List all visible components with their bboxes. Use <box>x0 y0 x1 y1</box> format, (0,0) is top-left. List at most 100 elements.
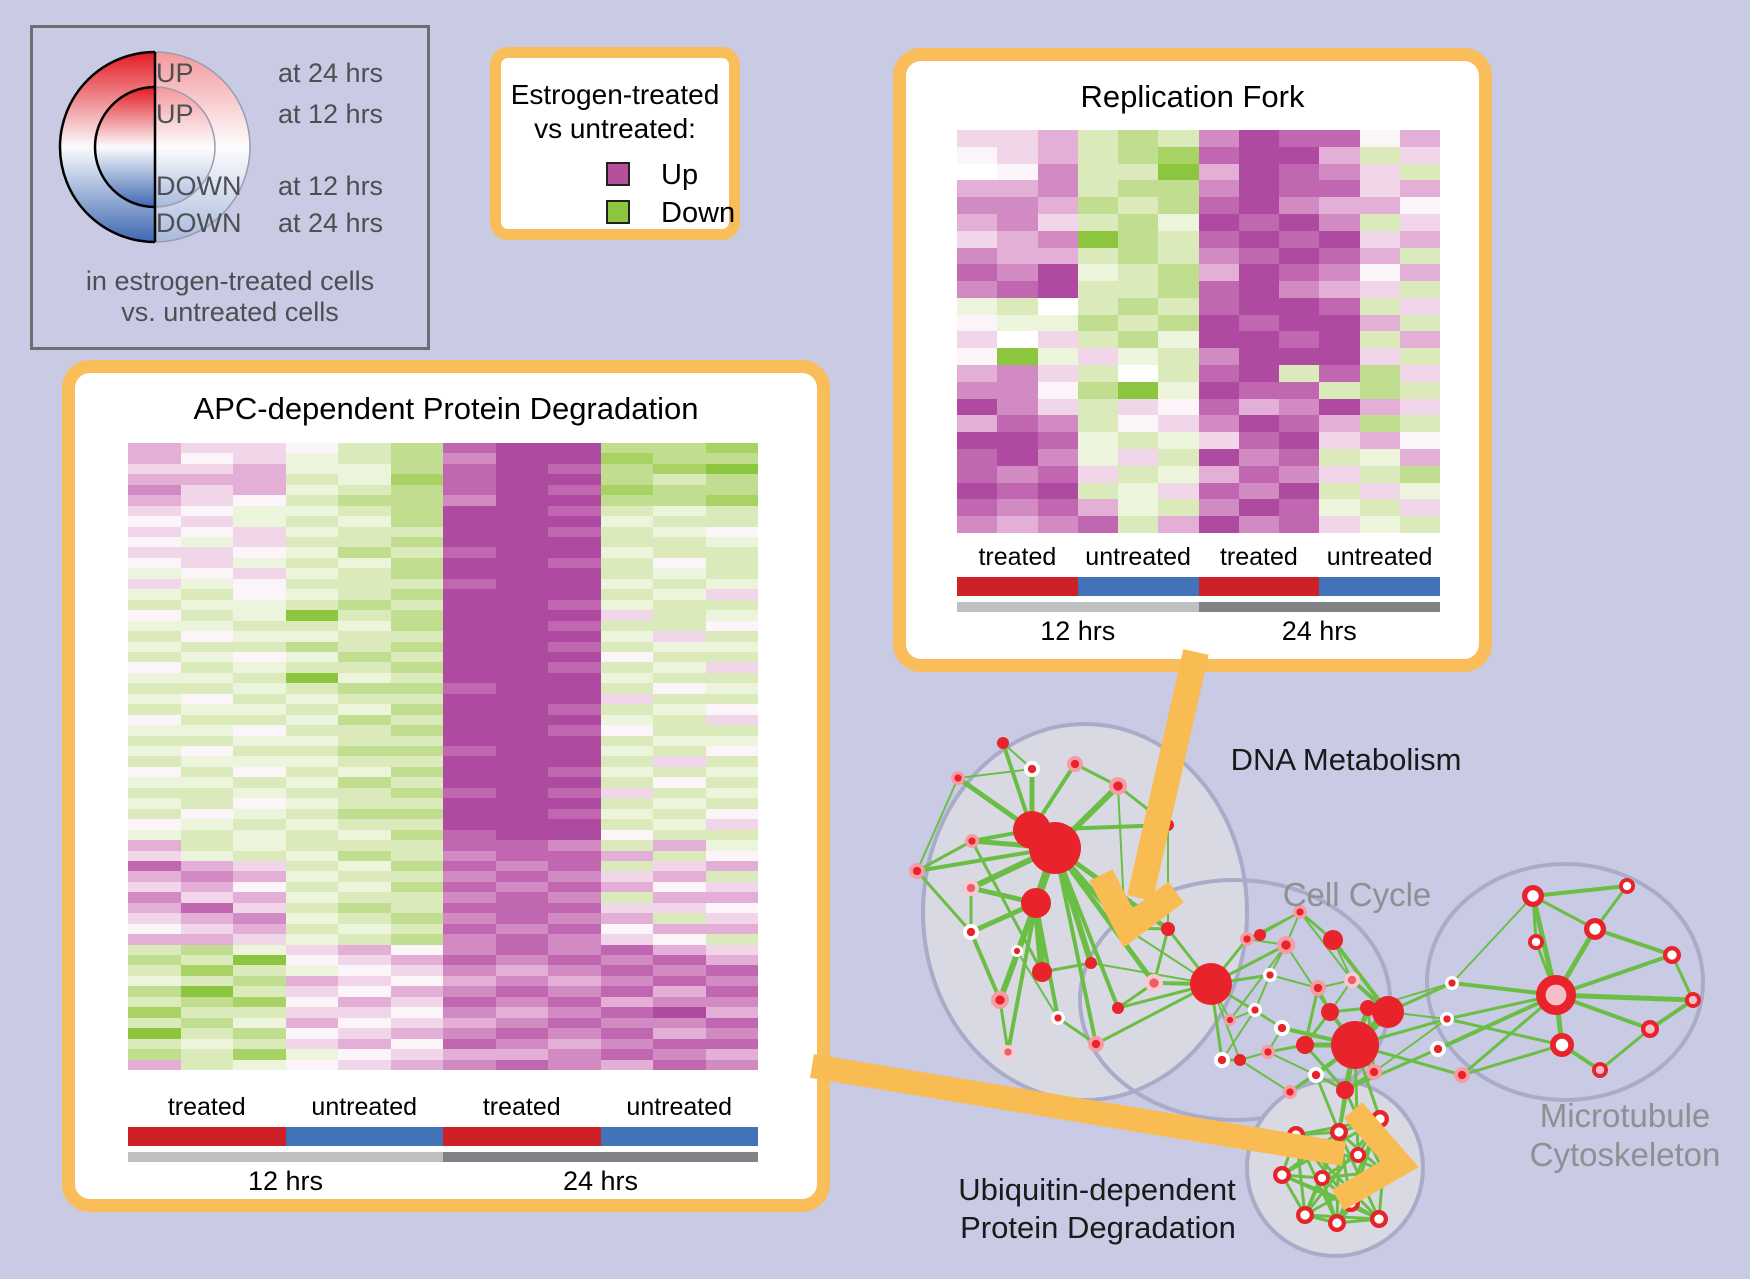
network-edge <box>1342 1044 1358 1091</box>
network-node-ring <box>1330 1123 1348 1141</box>
heatmap-cell <box>1158 516 1199 533</box>
heatmap-cell <box>495 746 548 757</box>
heatmap-cell <box>1198 381 1239 399</box>
heatmap-cell <box>285 819 338 830</box>
heatmap-cell <box>495 599 548 611</box>
heatmap-cell <box>600 1059 653 1070</box>
heatmap-cell <box>180 589 233 600</box>
heatmap-cell <box>600 725 653 736</box>
heatmap-cell <box>233 965 286 976</box>
network-edge <box>1289 1043 1356 1094</box>
heatmap-cell <box>233 484 286 496</box>
heatmap-cell <box>997 180 1038 198</box>
network-edge <box>1246 934 1261 940</box>
network-node-core <box>1013 947 1021 955</box>
heatmap-cell <box>600 505 653 517</box>
heatmap-cell <box>233 557 286 569</box>
heatmap-cell <box>390 798 443 809</box>
heatmap-cell <box>285 798 338 809</box>
heatmap-cell <box>495 1049 548 1060</box>
network-node-core <box>1264 1048 1272 1056</box>
heatmap-cell <box>705 683 758 694</box>
heatmap-cell <box>128 1038 181 1050</box>
heatmap-cell <box>233 651 286 663</box>
heatmap-cell <box>390 923 443 935</box>
heatmap-cell <box>600 526 653 538</box>
network-node-core <box>1448 979 1456 987</box>
heatmap-cell <box>1279 146 1320 164</box>
heatmap-cell <box>1238 381 1279 399</box>
timepoint-label: 12 hrs <box>1040 616 1116 646</box>
network-node-core <box>1281 940 1291 950</box>
heatmap-cell <box>653 725 706 736</box>
heatmap-cell <box>997 381 1038 399</box>
heatmap-cell <box>1359 449 1400 466</box>
heatmap-cell <box>1359 398 1400 416</box>
heatmap-cell <box>705 850 758 861</box>
heatmap-cell <box>338 714 391 726</box>
network-node-ring <box>1234 1054 1246 1066</box>
network-node-core <box>1300 1210 1310 1220</box>
heatmap-cell <box>1118 516 1159 533</box>
heatmap-cell <box>1118 499 1159 517</box>
heatmap-cell <box>1118 130 1159 147</box>
heatmap-cell <box>653 975 706 987</box>
heatmap-cell <box>338 923 391 935</box>
network-edge <box>1239 1051 1269 1061</box>
heatmap-cell <box>548 683 601 694</box>
inner-right-outline <box>154 86 216 208</box>
heatmap-cell <box>600 651 653 663</box>
heatmap-cell <box>390 1049 443 1060</box>
network-edge <box>1095 982 1212 1046</box>
heatmap-cell <box>1238 197 1279 214</box>
heatmap-cell <box>285 787 338 799</box>
heatmap-cell <box>600 1038 653 1050</box>
heatmap-cell <box>285 860 338 872</box>
heatmap-cell <box>285 547 338 558</box>
network-edge <box>1329 979 1353 1013</box>
heatmap-cell <box>233 631 286 642</box>
heatmap-cell <box>233 766 286 778</box>
heatmap-cell <box>1359 180 1400 198</box>
heatmap-cell <box>548 1017 601 1029</box>
network-edge <box>1267 1043 1306 1054</box>
heatmap-cell <box>180 1017 233 1029</box>
heatmap-cell <box>600 955 653 966</box>
heatmap-cell <box>1118 398 1159 416</box>
network-node-core <box>1645 1024 1655 1034</box>
network-edge <box>1124 927 1212 985</box>
heatmap-cell <box>285 610 338 621</box>
network-edge <box>1269 974 1319 989</box>
heatmap-cell <box>957 230 998 248</box>
heatmap-cell <box>548 975 601 987</box>
network-edge <box>1378 1118 1385 1172</box>
heatmap-cell <box>233 714 286 726</box>
network-node-ring <box>1254 929 1266 941</box>
heatmap-cell <box>285 892 338 903</box>
cluster-cell-cycle <box>1078 878 1392 1122</box>
heatmap-cell <box>1118 213 1159 231</box>
network-node-core <box>1374 1214 1384 1224</box>
heatmap-cell <box>180 1059 233 1070</box>
heatmap-cell <box>180 641 233 652</box>
network-node-ring <box>1445 976 1459 990</box>
heatmap-cell <box>600 934 653 945</box>
heatmap-cell <box>495 1017 548 1029</box>
heatmap-cell <box>600 892 653 903</box>
network-edge <box>1451 981 1557 997</box>
heatmap-cell <box>1399 297 1440 315</box>
heatmap-cell <box>705 829 758 841</box>
heatmap-cell <box>600 1049 653 1060</box>
network-edge <box>1532 884 1628 898</box>
heatmap-cell <box>1279 314 1320 332</box>
heatmap-cell <box>1198 264 1239 282</box>
heatmap-cell <box>705 557 758 569</box>
concentric-ring-gradient-icon <box>58 50 251 244</box>
network-node-core <box>1334 1127 1344 1137</box>
heatmap-cell <box>1118 230 1159 248</box>
heatmap-cell <box>1238 415 1279 433</box>
heatmap-cell <box>443 474 496 485</box>
heatmap-cell <box>548 568 601 579</box>
heatmap-cell <box>1118 331 1159 349</box>
network-node-core <box>1317 1173 1327 1183</box>
